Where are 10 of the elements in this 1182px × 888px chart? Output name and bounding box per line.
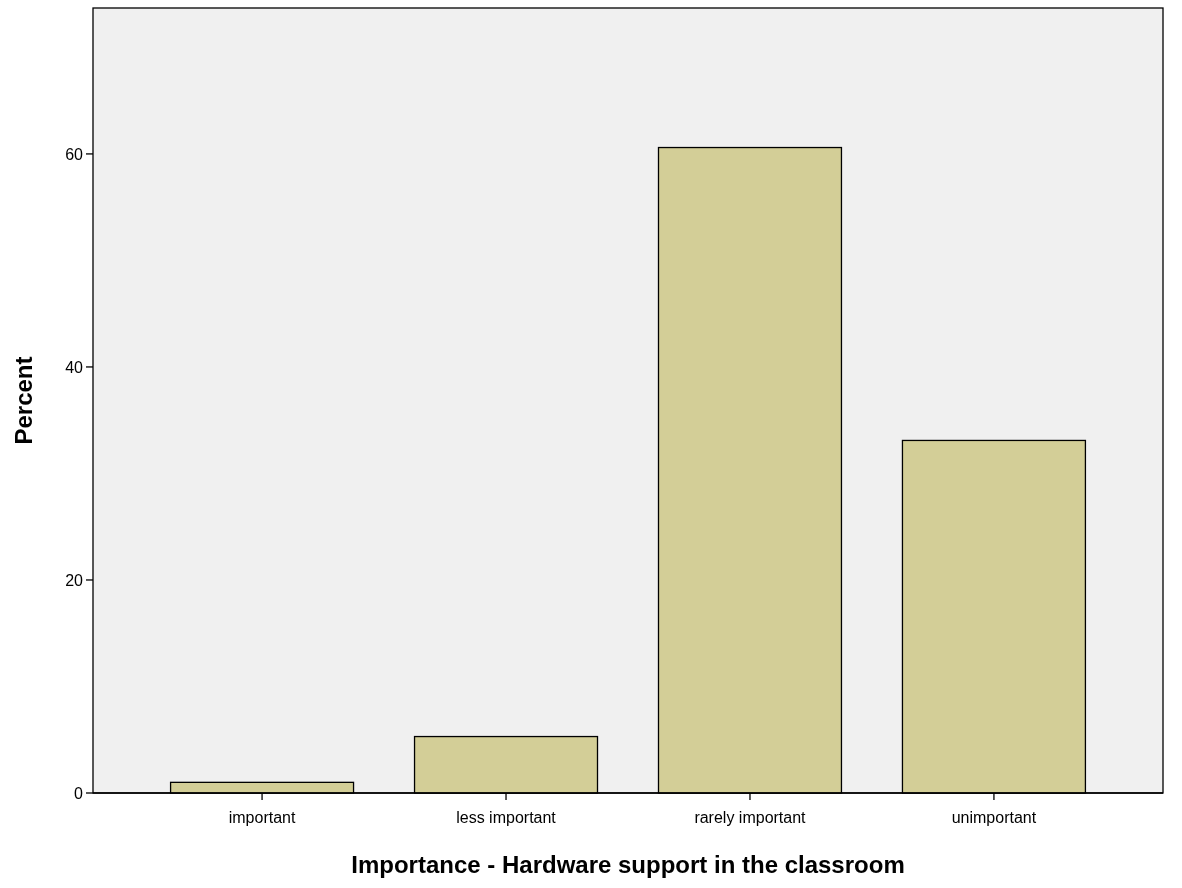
x-tick-label: less important bbox=[456, 809, 557, 826]
y-tick-label: 40 bbox=[65, 358, 84, 376]
y-axis-title: Percent bbox=[10, 356, 37, 445]
x-tick-label: important bbox=[228, 809, 296, 826]
y-tick-label: 60 bbox=[65, 145, 84, 163]
x-tick-label: rarely important bbox=[694, 809, 807, 826]
x-tick-label: unimportant bbox=[951, 809, 1037, 826]
x-axis-title: Importance - Hardware support in the classroom bbox=[351, 851, 905, 878]
y-tick-label: 20 bbox=[65, 571, 84, 589]
y-tick-label: 0 bbox=[74, 784, 84, 802]
